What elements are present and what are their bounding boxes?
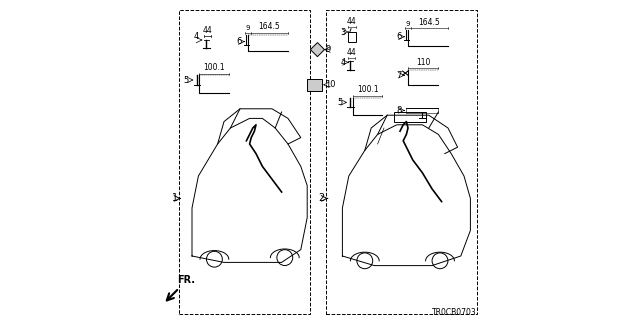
Bar: [348, 32, 356, 42]
Text: 9: 9: [326, 45, 331, 54]
Text: 6: 6: [236, 37, 242, 46]
Text: TR0CB0703: TR0CB0703: [432, 308, 477, 317]
Text: 44: 44: [202, 26, 212, 35]
Text: 4: 4: [193, 32, 198, 41]
Polygon shape: [307, 79, 322, 91]
Text: 1: 1: [172, 193, 178, 204]
Text: 8: 8: [396, 106, 402, 115]
Text: 44: 44: [346, 48, 356, 57]
Text: 10: 10: [325, 80, 335, 89]
Text: 164.5: 164.5: [259, 22, 280, 31]
Text: 164.5: 164.5: [419, 18, 440, 27]
Text: 110: 110: [416, 58, 430, 67]
Text: 2: 2: [319, 193, 325, 204]
Text: 100.1: 100.1: [204, 63, 225, 72]
Text: 3: 3: [340, 28, 346, 36]
Text: 5: 5: [337, 98, 342, 107]
Polygon shape: [310, 43, 324, 57]
Text: 9: 9: [246, 25, 250, 31]
Text: 44: 44: [347, 17, 356, 26]
Text: 5: 5: [184, 76, 189, 84]
Text: 7: 7: [396, 71, 402, 80]
Text: FR.: FR.: [178, 275, 196, 285]
Text: 6: 6: [396, 32, 402, 41]
Text: 100.1: 100.1: [357, 85, 378, 94]
Text: 4: 4: [340, 58, 346, 67]
Text: 9: 9: [406, 20, 410, 27]
